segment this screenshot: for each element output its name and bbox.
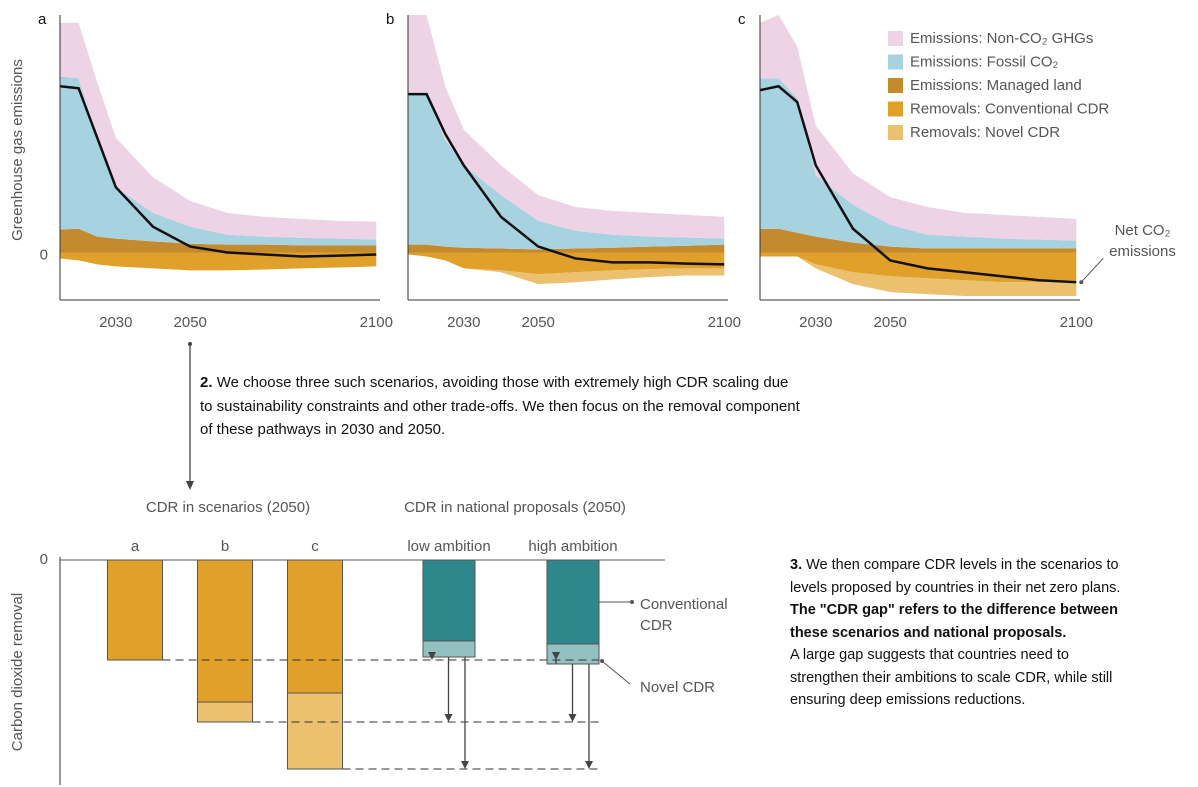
gap-arrowhead	[461, 761, 469, 769]
connector-arrowhead	[186, 481, 194, 490]
step-number: 2.	[200, 374, 213, 391]
bar-segment	[287, 559, 343, 694]
net-line	[759, 84, 1077, 284]
pointer-dot	[600, 659, 604, 663]
area	[408, 15, 725, 239]
category-label: b	[221, 538, 229, 555]
legend-label: Removals: Novel CDR	[910, 124, 1060, 141]
legend-label: Emissions: Non-CO₂ GHGs	[910, 30, 1093, 47]
x-tick-label: 2030	[799, 314, 832, 331]
gap-arrowhead	[428, 652, 436, 660]
step-number: 3.	[790, 557, 803, 573]
panel-label: c	[738, 11, 746, 28]
legend-label: Emissions: Managed land	[910, 77, 1082, 94]
series-annotation: Conventional CDR	[640, 596, 728, 634]
y-tick-label: 0	[40, 551, 48, 568]
net-line	[408, 92, 725, 266]
group-title: CDR in scenarios (2050)	[146, 499, 310, 516]
step-3-text: 3. We then compare CDR levels in the sce…	[790, 554, 1130, 712]
area	[408, 244, 725, 253]
y-axis-label: Greenhouse gas emissions	[9, 59, 26, 241]
legend-label: Emissions: Fossil CO₂	[910, 53, 1059, 70]
x-tick-label: 2050	[874, 314, 907, 331]
category-label: low ambition	[407, 538, 490, 555]
gap-arrowhead	[444, 714, 453, 722]
area	[760, 256, 1077, 297]
x-tick-label: 2100	[360, 314, 393, 331]
step-2-text: 2. We choose three such scenarios, avoid…	[200, 371, 800, 442]
category-label: c	[311, 538, 319, 555]
x-tick-label: 2030	[99, 314, 132, 331]
y-tick-label: 0	[40, 246, 48, 263]
gap-arrowhead	[552, 652, 560, 660]
step-text: We choose three such scenarios, avoiding…	[200, 374, 800, 438]
category-label: a	[131, 538, 140, 555]
series-annotation: Novel CDR	[640, 679, 716, 696]
step-bold-text: The "CDR gap" refers to the difference b…	[790, 602, 1118, 641]
pointer	[1080, 257, 1104, 283]
legend-swatch	[888, 101, 903, 117]
pointer-dot	[630, 600, 634, 604]
area	[408, 254, 725, 285]
panel-label: a	[38, 11, 47, 28]
gap-arrowhead	[568, 714, 577, 722]
net-annotation: Net CO₂ emissions	[1109, 222, 1176, 260]
pointer-dot	[1079, 280, 1084, 285]
legend-swatch	[888, 125, 903, 140]
step-text: A large gap suggests that countries need…	[790, 647, 1113, 708]
area	[60, 76, 377, 246]
gap-arrowhead	[585, 761, 593, 769]
pointer	[601, 660, 631, 685]
area	[408, 252, 725, 275]
area	[60, 228, 377, 253]
area	[760, 228, 1077, 253]
legend-swatch	[888, 31, 903, 46]
bar-segment	[197, 559, 253, 703]
bar-segment	[546, 559, 600, 645]
legend-swatch	[888, 78, 903, 93]
legend-swatch	[888, 54, 903, 70]
x-tick-label: 2100	[1060, 314, 1093, 331]
group-title: CDR in national proposals (2050)	[404, 499, 626, 516]
step-text: We then compare CDR levels in the scenar…	[790, 557, 1121, 596]
area	[408, 94, 725, 250]
x-tick-label: 2050	[174, 314, 207, 331]
area	[760, 15, 1077, 241]
bar-segment	[197, 701, 253, 723]
bar-segment	[287, 692, 343, 770]
x-tick-label: 2030	[447, 314, 480, 331]
panel-label: b	[386, 11, 394, 28]
x-tick-label: 2050	[522, 314, 555, 331]
legend-label: Removals: Conventional CDR	[910, 100, 1109, 117]
category-label: high ambition	[528, 538, 617, 555]
x-tick-label: 2100	[708, 314, 741, 331]
area	[60, 22, 377, 240]
bar-segment	[422, 559, 476, 642]
y-axis-label: Carbon dioxide removal	[9, 593, 26, 751]
bar-segment	[107, 559, 163, 661]
net-line	[59, 85, 377, 258]
